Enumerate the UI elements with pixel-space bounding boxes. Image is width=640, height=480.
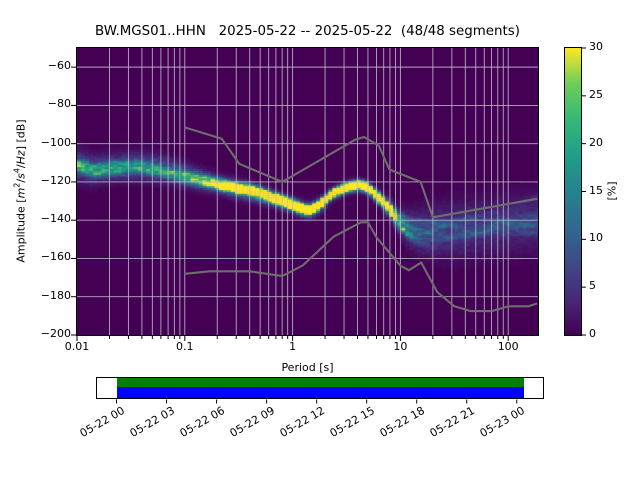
colorbar-gradient bbox=[565, 48, 581, 335]
y-tick-label: −60 bbox=[47, 59, 71, 73]
colorbar-tick-label: 15 bbox=[589, 183, 603, 197]
date-tick-label: 05-22 00 bbox=[77, 404, 128, 440]
colorbar-tick-label: 20 bbox=[589, 135, 603, 149]
colorbar-tick-label: 0 bbox=[589, 327, 596, 340]
y-tick-label: −140 bbox=[40, 212, 71, 226]
x-axis-label: Period [s] bbox=[281, 361, 334, 374]
y-tick-label: −200 bbox=[40, 327, 71, 340]
colorbar-tick-label: 5 bbox=[589, 279, 596, 293]
y-tick-label: −180 bbox=[40, 288, 71, 302]
colorbar-tick-label: 10 bbox=[589, 231, 603, 245]
y-tick-label: −120 bbox=[40, 173, 71, 187]
colorbar-tick-label: 25 bbox=[589, 87, 603, 101]
x-tick-label: 1 bbox=[289, 340, 297, 353]
coverage-bar-green bbox=[116, 378, 525, 387]
date-tick-label: 05-22 21 bbox=[427, 404, 478, 440]
colorbar-unit-label: [%] bbox=[605, 181, 619, 201]
coverage-timeline bbox=[96, 377, 544, 399]
coverage-bar-blue bbox=[116, 387, 525, 398]
date-tick-label: 05-22 06 bbox=[177, 404, 228, 440]
date-tick-label: 05-22 15 bbox=[327, 404, 378, 440]
x-tick-label: 0.1 bbox=[176, 340, 194, 353]
date-tick-label: 05-22 09 bbox=[227, 404, 278, 440]
y-tick-label: −160 bbox=[40, 250, 71, 264]
y-tick-label: −80 bbox=[47, 97, 71, 111]
plot-title: BW.MGS01..HHN 2025-05-22 -- 2025-05-22 (… bbox=[95, 24, 520, 39]
y-tick-label: −100 bbox=[40, 135, 71, 149]
date-tick-label: 05-22 12 bbox=[277, 404, 328, 440]
date-tick-label: 05-23 00 bbox=[477, 404, 528, 440]
x-tick-label: 100 bbox=[497, 340, 519, 353]
date-tick-label: 05-22 03 bbox=[127, 404, 178, 440]
colorbar bbox=[564, 47, 582, 336]
x-tick-label: 0.01 bbox=[64, 340, 90, 353]
colorbar-tick-label: 30 bbox=[589, 40, 603, 53]
x-tick-label: 10 bbox=[393, 340, 408, 353]
ppsd-heatmap-canvas bbox=[77, 48, 538, 335]
date-tick-label: 05-22 18 bbox=[377, 404, 428, 440]
